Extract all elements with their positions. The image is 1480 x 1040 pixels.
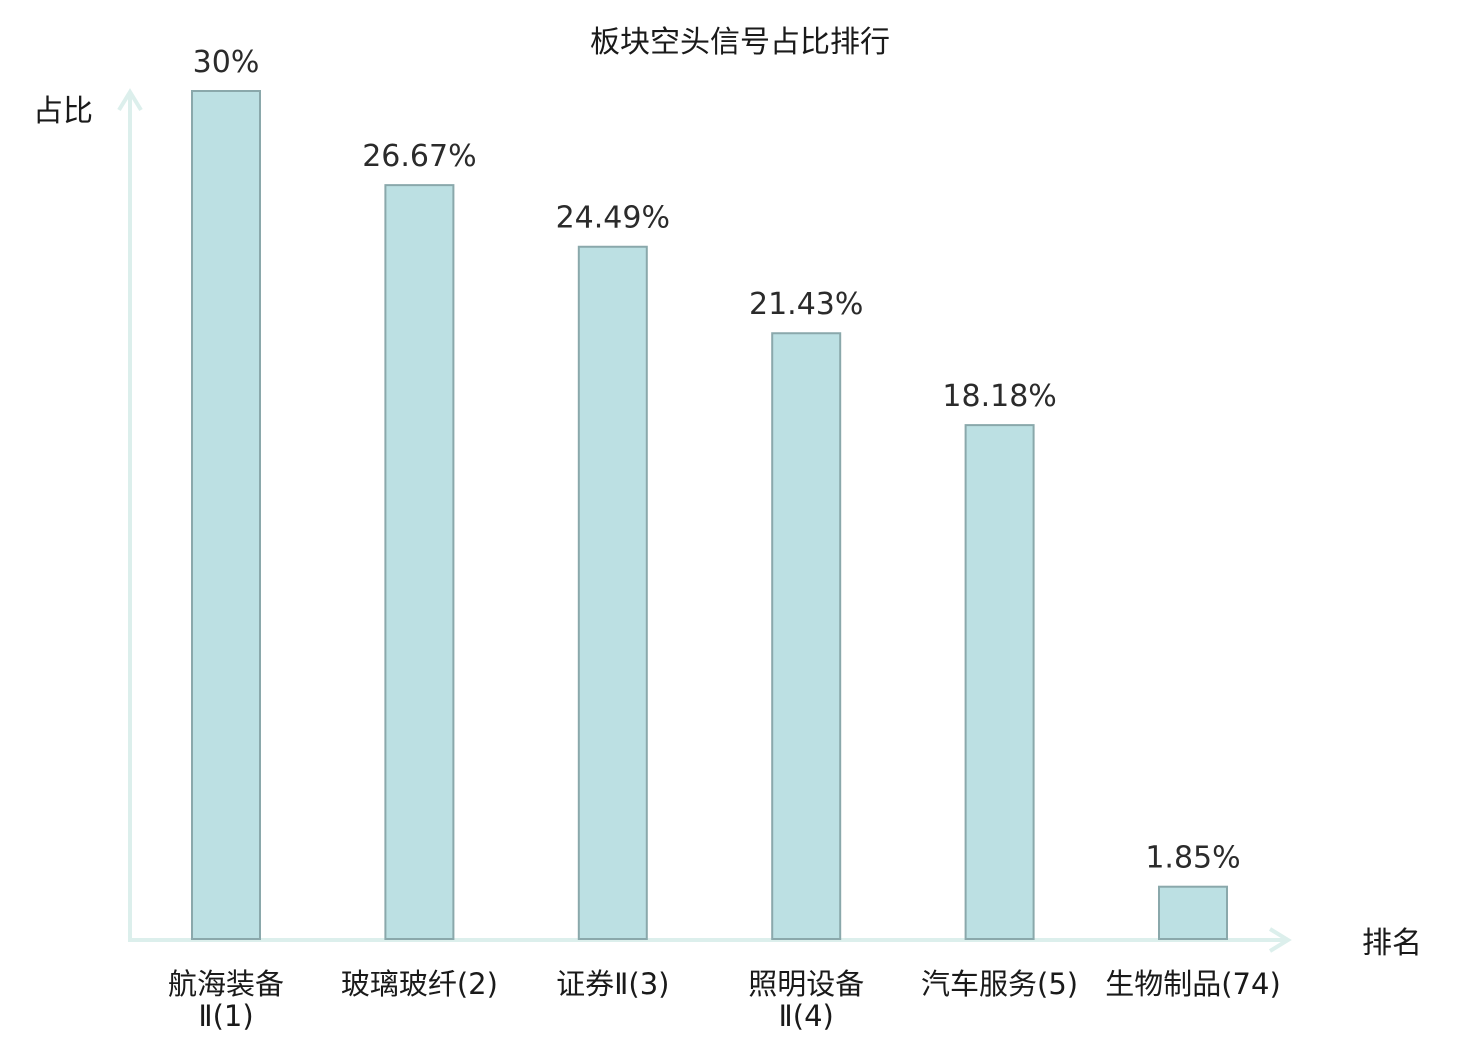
value-label-2: 26.67%	[362, 139, 476, 174]
category-label-5: 汽车服务(5)	[921, 967, 1078, 1001]
value-labels-group: 30% 26.67% 24.49% 21.43% 18.18% 1.85%	[193, 45, 1241, 876]
bar-4	[771, 332, 842, 940]
category-label-4: 照明设备 Ⅱ(4)	[748, 967, 864, 1033]
category-labels-group: 航海装备 Ⅱ(1) 玻璃玻纤(2) 证券Ⅱ(3) 照明设备 Ⅱ(4) 汽车服务(5) 生物制品…	[168, 967, 1281, 1033]
value-label-5: 18.18%	[942, 379, 1056, 414]
axes	[117, 88, 1292, 953]
category-label-6: 生物制品(74)	[1105, 967, 1281, 1001]
chart-title: 板块空头信号占比排行	[590, 25, 890, 60]
category-label-3: 证券Ⅱ(3)	[556, 967, 669, 1001]
value-label-3: 24.49%	[556, 201, 670, 236]
value-label-6: 1.85%	[1145, 841, 1240, 876]
bar-1	[191, 90, 261, 940]
category-label-2: 玻璃玻纤(2)	[341, 967, 498, 1001]
x-axis-label: 排名	[1362, 926, 1422, 961]
category-label-1: 航海装备 Ⅱ(1)	[168, 967, 284, 1033]
bar-5	[964, 424, 1035, 940]
x-axis-arrow	[1268, 927, 1292, 953]
bar-2	[384, 184, 455, 941]
bar-6	[1158, 885, 1228, 940]
value-label-1: 30%	[193, 45, 260, 80]
bar-3	[577, 245, 648, 940]
value-label-4: 21.43%	[749, 287, 863, 322]
bars-group	[191, 90, 1228, 941]
y-axis-arrow	[117, 88, 143, 112]
y-axis-label: 占比	[33, 94, 93, 129]
